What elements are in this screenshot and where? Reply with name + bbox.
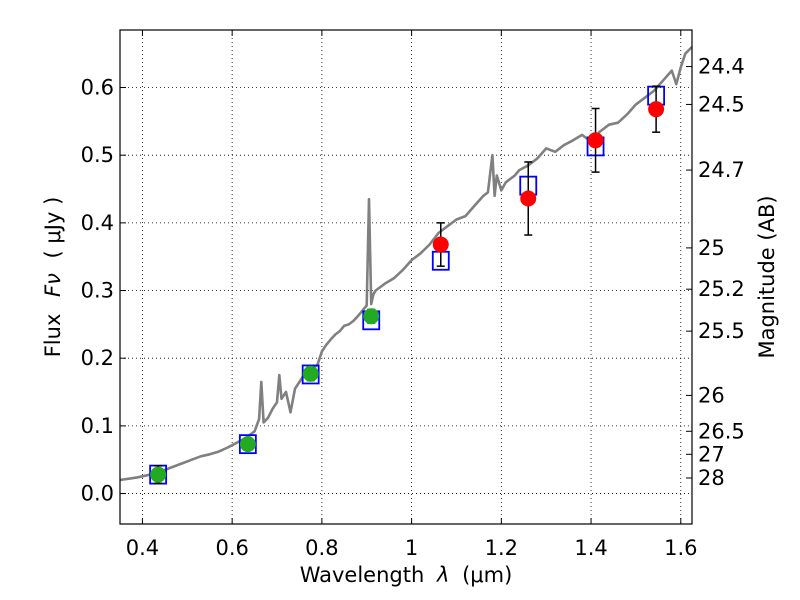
data-point (239, 436, 256, 453)
y-axis-label-unit: ( μJy ) (41, 197, 65, 259)
y-tick-label: 0.0 (81, 482, 114, 506)
x-tick-label: 1.4 (574, 536, 607, 560)
observed-points-layer (150, 85, 665, 485)
x-tick-labels: 0.4 0.6 0.8 1 1.2 1.4 1.6 (126, 536, 698, 560)
model-spectrum-line (119, 45, 693, 482)
x-tick-label: 1 (405, 536, 418, 560)
data-point (432, 236, 449, 253)
right-tick-label: 25 (698, 236, 725, 260)
right-tick-label: 24.4 (698, 55, 745, 79)
model-spectrum-layer (119, 45, 693, 482)
y-axis-label: Flux Fν ( μJy ) (41, 197, 65, 358)
x-tick-label: 0.6 (215, 536, 248, 560)
x-tick-label: 1.2 (485, 536, 518, 560)
data-point (520, 190, 537, 207)
right-tick-label: 25.5 (698, 319, 745, 343)
x-axis-label: Wavelength λ (μm) (300, 563, 513, 587)
right-tick-label: 26 (698, 383, 725, 407)
x-axis-label-symbol: λ (436, 563, 449, 587)
right-tick-label: 28 (698, 466, 725, 490)
right-tick-label: 25.2 (698, 277, 745, 301)
y-tick-label: 0.1 (81, 414, 114, 438)
data-point (587, 132, 604, 149)
y-tick-label: 0.6 (81, 76, 114, 100)
right-axis-label: Magnitude (AB) (755, 195, 779, 358)
y-axis-label-text: Flux (41, 314, 65, 358)
data-point (150, 466, 167, 483)
y-tick-label: 0.4 (81, 211, 114, 235)
right-tick-label: 26.5 (698, 419, 745, 443)
y-tick-labels: 0.0 0.1 0.2 0.3 0.4 0.5 0.6 (81, 76, 114, 506)
x-axis-label-text: Wavelength (300, 563, 425, 587)
x-tick-label: 0.8 (305, 536, 338, 560)
model-photometry-box (301, 364, 320, 385)
data-point (648, 101, 665, 118)
right-tick-label: 24.7 (698, 158, 745, 182)
x-tick-label: 1.6 (664, 536, 697, 560)
grid-lines (120, 30, 692, 524)
x-axis-label-unit: (μm) (462, 563, 512, 587)
x-tick-label: 0.4 (126, 536, 159, 560)
y-tick-label: 0.3 (81, 279, 114, 303)
tick-marks (120, 30, 692, 524)
y-tick-label: 0.5 (81, 143, 114, 167)
right-tick-label: 24.5 (698, 92, 745, 116)
model-photometry-layer (149, 85, 666, 485)
plot-frame (119, 29, 693, 525)
y-axis-label-symbol: Fν (41, 273, 65, 297)
data-point (363, 308, 380, 325)
right-tick-label: 27 (698, 442, 725, 466)
data-point (302, 365, 319, 382)
y-tick-label: 0.2 (81, 346, 114, 370)
